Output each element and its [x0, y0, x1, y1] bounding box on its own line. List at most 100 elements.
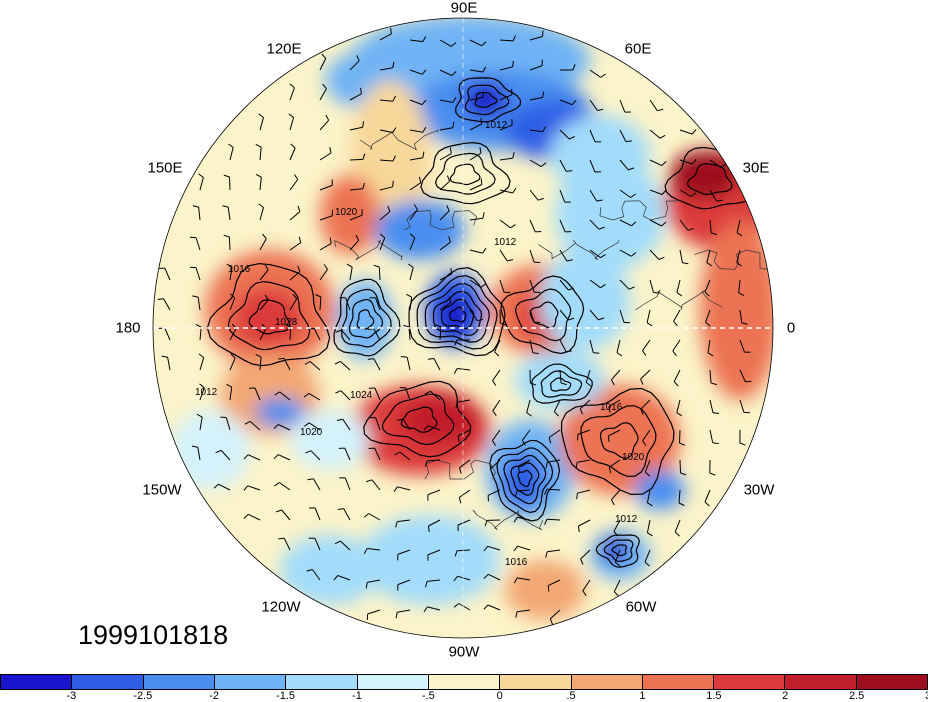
- wind-barb-staff: [349, 93, 362, 101]
- wind-barb-staff: [469, 249, 483, 254]
- wind-barb-feather: [458, 497, 462, 504]
- wind-barb-staff: [608, 429, 621, 437]
- wind-barb-feather: [321, 53, 327, 59]
- wind-barb-feather: [213, 483, 219, 489]
- colorbar-tick-label: .5: [566, 690, 576, 702]
- wind-barb-staff: [546, 488, 561, 491]
- wind-barb-feather: [494, 351, 500, 357]
- wind-barb-staff: [709, 159, 721, 168]
- wind-barb-staff: [609, 459, 621, 468]
- wind-barb-staff: [319, 152, 332, 161]
- wind-barb-staff: [349, 239, 360, 251]
- wind-barb-staff: [679, 249, 683, 263]
- wind-barb-staff: [619, 99, 626, 113]
- wind-barb-feather: [337, 508, 344, 510]
- wind-barb-staff: [220, 450, 231, 461]
- wind-barb-staff: [259, 357, 262, 371]
- wind-barb-staff: [457, 519, 471, 526]
- wind-barb-staff: [319, 269, 328, 281]
- isobar: [416, 275, 498, 350]
- wind-barb-staff: [309, 361, 321, 371]
- wind-barb-staff: [319, 215, 333, 221]
- wind-barb-staff: [469, 123, 482, 131]
- wind-barb-feather: [572, 64, 576, 71]
- wind-barb-feather: [379, 233, 386, 239]
- wind-barb-feather: [512, 35, 516, 42]
- contour-label: 1012: [494, 237, 517, 248]
- wind-barb-staff: [619, 249, 632, 257]
- wind-barb-feather: [392, 155, 396, 162]
- contour-labels: 1020 1012 1016 1028 1024 1012 1016 1020 1012 1016…: [195, 120, 645, 568]
- wind-barb-staff: [367, 548, 381, 551]
- wind-barb-staff: [673, 369, 681, 382]
- wind-barb-staff: [678, 489, 681, 504]
- wind-barb-staff: [517, 609, 531, 613]
- wind-barb-staff: [259, 328, 267, 341]
- wind-barb-staff: [457, 399, 471, 403]
- wind-barb-staff: [559, 369, 562, 384]
- wind-barb-feather: [304, 422, 310, 427]
- wind-barb-staff: [739, 309, 743, 323]
- wind-barb-staff: [229, 387, 233, 401]
- wind-barb-feather: [228, 143, 234, 148]
- wind-barb-feather: [453, 575, 458, 582]
- wind-barb-staff: [739, 399, 745, 413]
- wind-barb-feather: [565, 350, 572, 353]
- wind-barb-feather: [600, 73, 606, 78]
- wind-barb-feather: [293, 174, 299, 180]
- isobar: [514, 288, 572, 342]
- wind-barb-staff: [679, 459, 681, 474]
- wind-barb-feather: [549, 618, 553, 625]
- wind-barb-staff: [289, 326, 292, 341]
- wind-barb-feather: [544, 489, 548, 495]
- wind-barb-feather: [542, 30, 544, 37]
- wind-barb-staff: [247, 454, 261, 461]
- colorbar-tick-label: -1: [352, 690, 362, 702]
- coastline-segment: [359, 129, 439, 151]
- wind-barb-staff: [195, 237, 201, 251]
- colorbar-tick-label: -2: [209, 690, 220, 702]
- wind-barb-staff: [589, 309, 599, 321]
- wind-barb-staff: [218, 483, 231, 491]
- wind-barb-feather: [646, 322, 653, 327]
- wind-barb-staff: [199, 177, 204, 191]
- wind-barb-feather: [631, 221, 637, 227]
- wind-barb-staff: [518, 459, 531, 467]
- wind-barb-feather: [392, 95, 397, 102]
- contour-label: 1024: [350, 390, 373, 401]
- wind-barb-staff: [517, 545, 531, 551]
- map-boundary: [152, 17, 774, 639]
- wind-barb-feather: [482, 212, 485, 219]
- wind-barb-feather: [335, 390, 342, 394]
- wind-barb-feather: [628, 286, 635, 290]
- wind-barb-staff: [499, 249, 508, 262]
- wind-barb-staff: [341, 329, 351, 341]
- contour-label: 1016: [600, 402, 623, 413]
- coastline-segment: [472, 509, 544, 531]
- lon-label-30W: 30W: [743, 481, 775, 499]
- wind-barb-staff: [319, 242, 332, 251]
- wind-barb-feather: [582, 590, 587, 596]
- isobar: [603, 539, 634, 563]
- anomaly-patch: [550, 115, 650, 195]
- wind-barb-staff: [289, 179, 299, 191]
- wind-barb-staff: [649, 219, 662, 227]
- wind-barb-feather: [450, 42, 457, 47]
- isobar: [529, 301, 559, 329]
- wind-barb-feather: [452, 97, 457, 103]
- wind-barb-feather: [658, 256, 665, 260]
- wind-barb-staff: [589, 279, 601, 289]
- wind-barb-staff: [313, 328, 321, 341]
- wind-barb-staff: [229, 328, 237, 341]
- wind-barb-staff: [705, 309, 711, 323]
- wind-barb-staff: [314, 507, 321, 521]
- wind-barb-feather: [446, 175, 451, 182]
- wind-barb-feather: [413, 204, 418, 210]
- wind-barb-staff: [619, 309, 625, 323]
- wind-barb-feather: [435, 324, 442, 328]
- wind-barb-staff: [640, 369, 651, 380]
- wind-barb-staff: [589, 159, 596, 173]
- wind-barb-feather: [223, 234, 230, 238]
- wind-barb-feather: [230, 353, 236, 359]
- anomaly-patch: [280, 535, 380, 605]
